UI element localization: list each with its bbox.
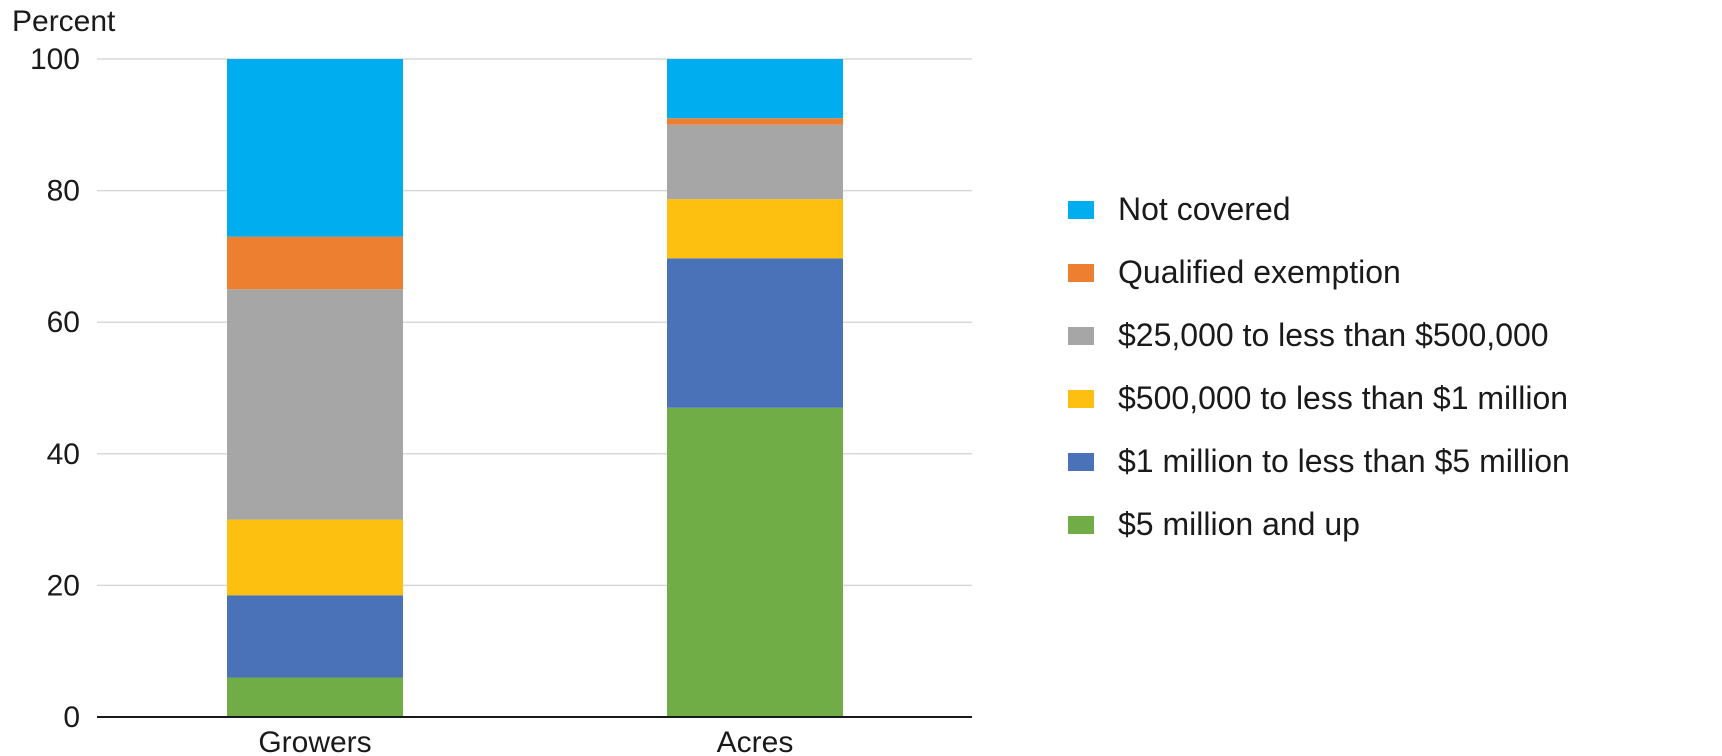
y-tick-label: 60 (47, 306, 80, 339)
x-tick-label: Growers (258, 726, 371, 756)
bar-segment (667, 407, 843, 717)
legend-item: $500,000 to less than $1 million (1068, 367, 1570, 430)
legend-label: $500,000 to less than $1 million (1118, 380, 1569, 416)
legend-swatch (1068, 200, 1094, 219)
legend-swatch (1068, 263, 1094, 282)
legend-swatch (1068, 515, 1094, 534)
legend-label: Qualified exemption (1118, 254, 1401, 290)
bar-segment (227, 59, 403, 237)
y-tick-labels: 0 20 40 60 80 100 (30, 43, 80, 734)
legend-item: $5 million and up (1068, 493, 1570, 556)
legend-swatch (1068, 389, 1094, 408)
legend-label: $25,000 to less than $500,000 (1118, 317, 1549, 353)
legend-item: $25,000 to less than $500,000 (1068, 304, 1570, 367)
bar-segment (227, 519, 403, 596)
x-tick-label: Acres (717, 726, 794, 756)
bar-segment (667, 59, 843, 119)
legend-label: Not covered (1118, 191, 1291, 227)
legend-item: Not covered (1068, 178, 1570, 241)
bar-segment (227, 595, 403, 678)
bar-segment (227, 236, 403, 290)
legend-label: $1 million to less than $5 million (1118, 443, 1570, 479)
bar-segment (227, 677, 403, 717)
legend-swatch (1068, 326, 1094, 345)
bar-segment (667, 118, 843, 125)
y-tick-label: 100 (30, 43, 80, 76)
bar-segment (227, 289, 403, 520)
bar-segment (667, 199, 843, 259)
y-tick-label: 20 (47, 569, 80, 602)
x-tick-labels: Growers Acres (258, 726, 793, 756)
legend-swatch (1068, 452, 1094, 471)
bar-segment (667, 258, 843, 408)
legend: Not covered Qualified exemption $25,000 to… (1068, 178, 1570, 556)
legend-item: $1 million to less than $5 million (1068, 430, 1570, 493)
y-tick-label: 80 (47, 175, 80, 208)
legend-label: $5 million and up (1118, 506, 1360, 542)
bars (227, 59, 843, 717)
y-axis-title: Percent (12, 5, 116, 38)
y-tick-label: 0 (63, 701, 80, 734)
bar-segment (667, 124, 843, 200)
legend-item: Qualified exemption (1068, 241, 1570, 304)
y-tick-label: 40 (47, 438, 80, 471)
